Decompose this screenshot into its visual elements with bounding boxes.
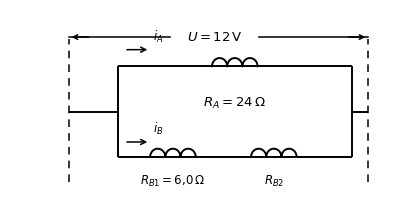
- Text: $i_A$: $i_A$: [153, 29, 164, 45]
- Text: $R_A = 24\,\Omega$: $R_A = 24\,\Omega$: [203, 96, 266, 111]
- Text: $R_{B1} = 6{,}0\,\Omega$: $R_{B1} = 6{,}0\,\Omega$: [140, 174, 205, 189]
- Text: $U = 12\,\mathrm{V}$: $U = 12\,\mathrm{V}$: [187, 31, 243, 44]
- Text: $R_{B2}$: $R_{B2}$: [264, 174, 284, 189]
- Text: $i_B$: $i_B$: [153, 121, 164, 137]
